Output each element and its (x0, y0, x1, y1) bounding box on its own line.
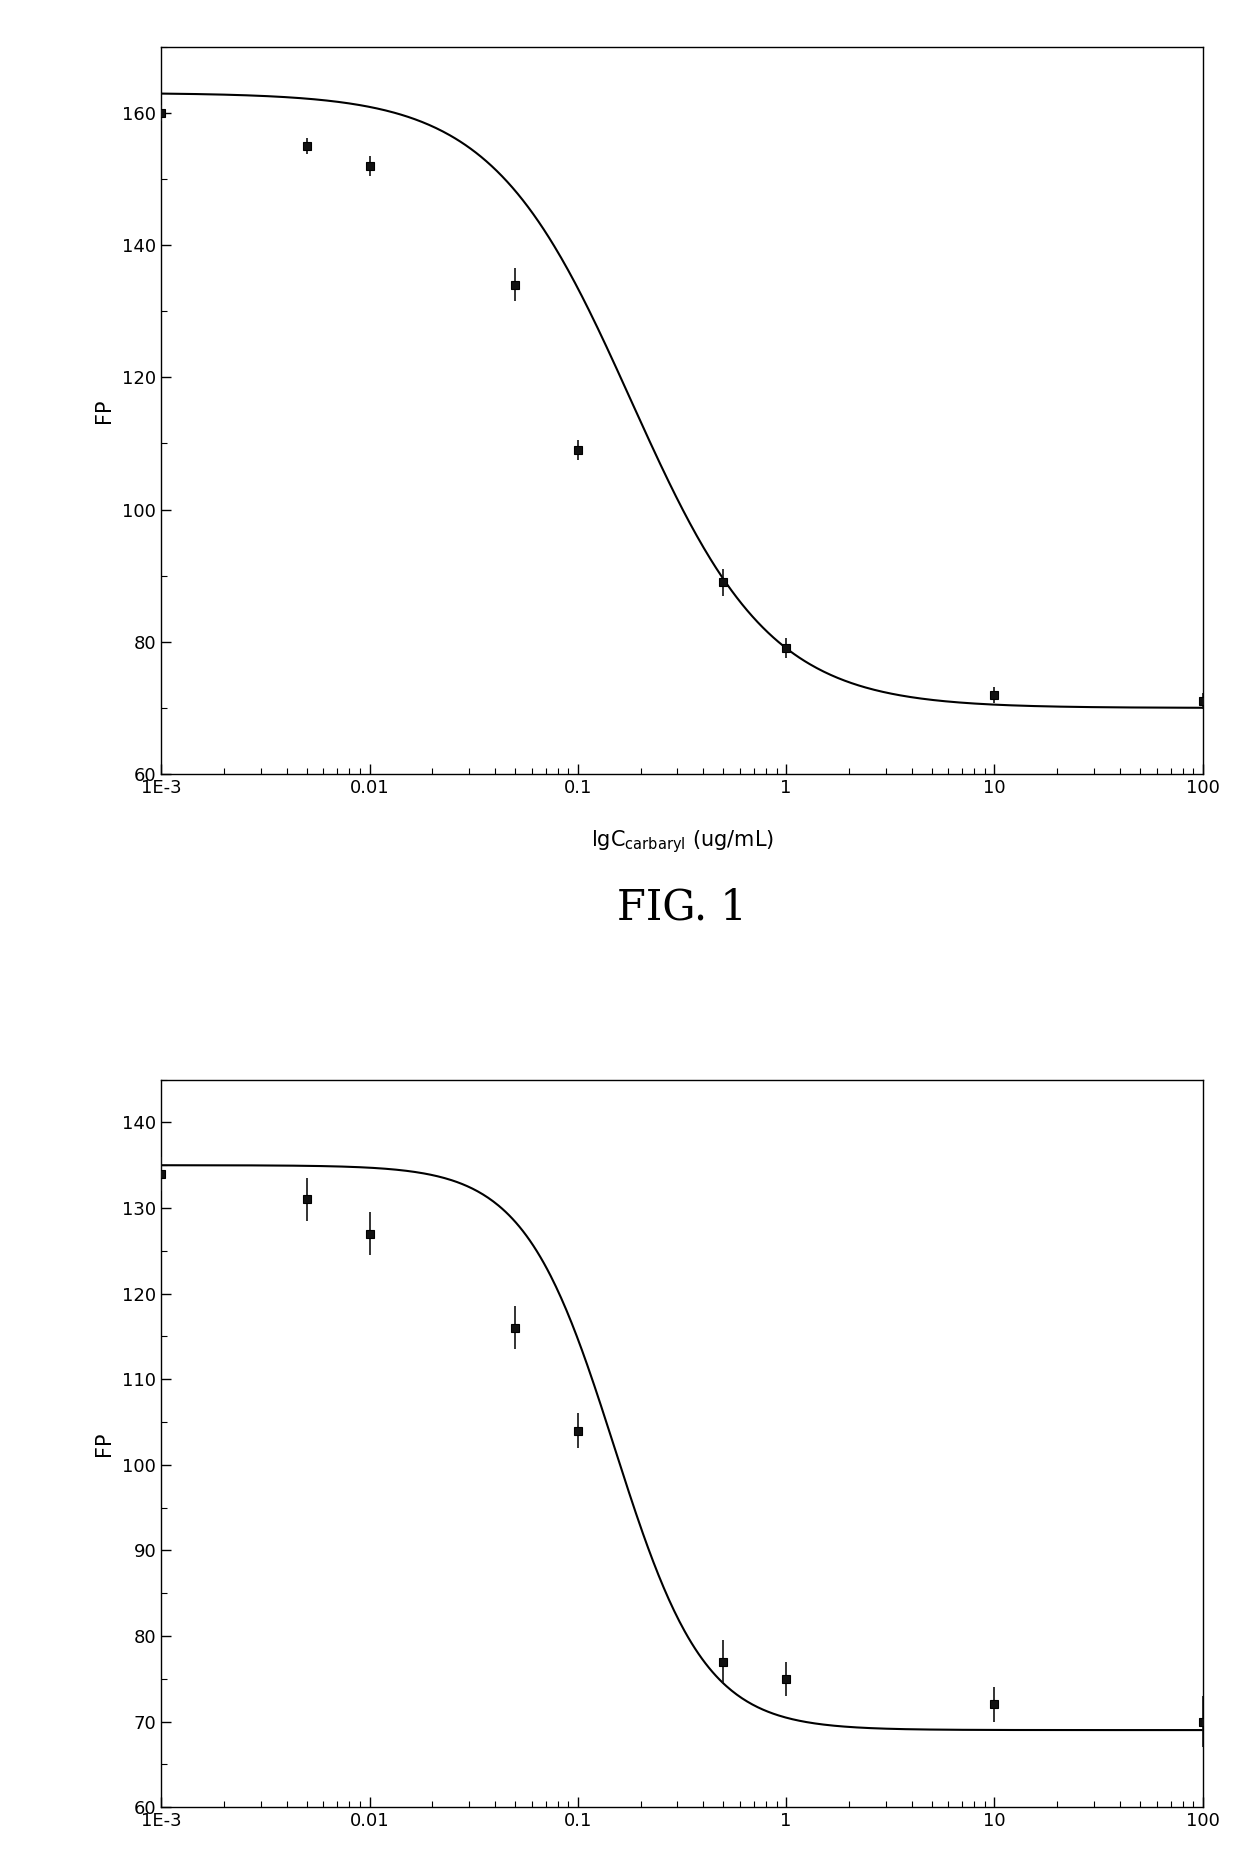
Y-axis label: FP: FP (94, 1431, 114, 1455)
Text: FIG. 1: FIG. 1 (618, 887, 746, 930)
Y-axis label: FP: FP (94, 399, 114, 423)
Text: lgC$_{\mathregular{carbaryl}}$ (ug/mL): lgC$_{\mathregular{carbaryl}}$ (ug/mL) (590, 829, 774, 855)
